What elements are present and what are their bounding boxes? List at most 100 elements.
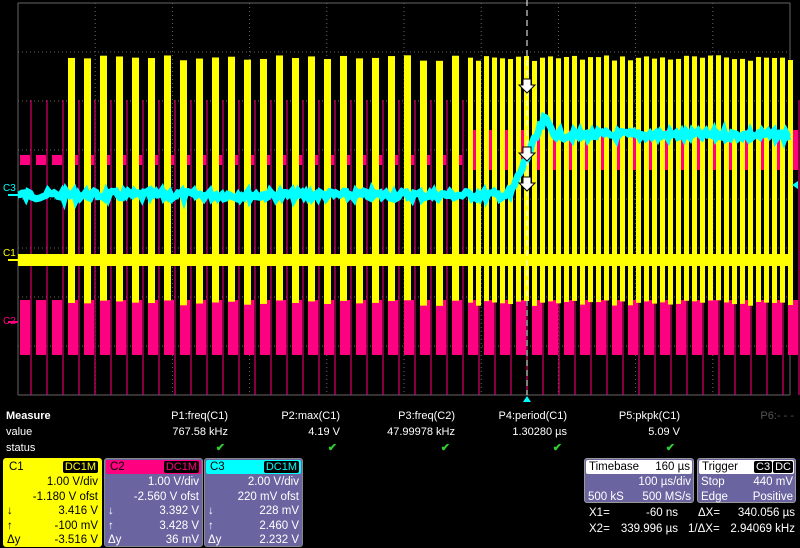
c1-pulse xyxy=(356,58,363,304)
c1-pulse xyxy=(260,58,267,304)
c1-pulse xyxy=(132,57,139,303)
c3-trace xyxy=(17,111,792,211)
c1-pulse xyxy=(660,57,665,303)
inv-dx-label: 1/ΔX= xyxy=(688,523,720,535)
c1-pulse xyxy=(708,55,713,301)
c1-down: 3.416 V xyxy=(58,505,98,517)
trigger-level: 440 mV xyxy=(753,476,793,488)
c1-pulse xyxy=(492,57,497,303)
c1-pulse xyxy=(340,55,347,301)
c1-pulse xyxy=(732,59,737,305)
c3-vdiv: 2.00 V/div xyxy=(247,476,299,488)
x1-label: X1= xyxy=(589,507,610,519)
c3-channel-box[interactable]: C3 DC1M 2.00 V/div 220 mV ofst ↓ 228 mV ↑ 2… xyxy=(204,458,303,547)
cursor-arrow-icon xyxy=(517,176,537,192)
c2-segment xyxy=(100,300,110,355)
timebase-label: Timebase xyxy=(589,461,640,473)
c1-pulse xyxy=(748,60,753,306)
timebase-samples: 500 kS xyxy=(588,490,624,503)
trigger-coupling: DC xyxy=(773,461,793,473)
c1-pulse xyxy=(212,57,219,303)
p5-value: 5.09 V xyxy=(648,426,680,438)
c3-waveform xyxy=(17,111,792,211)
trigger-source: C3 xyxy=(754,461,773,473)
p1-value: 767.58 kHz xyxy=(172,426,228,438)
c1-pulse xyxy=(116,56,123,302)
c2-channel-box[interactable]: C2 DC1M 1.00 V/div -2.560 V ofst ↓ 3.392 V… xyxy=(104,458,203,547)
x2-value: 339.996 µs xyxy=(620,523,678,535)
p2-name[interactable]: P2:max(C1) xyxy=(281,410,340,422)
c2-up: 3.428 V xyxy=(159,519,199,532)
c2-segment xyxy=(36,155,46,165)
c1-trace xyxy=(18,55,793,306)
c1-pulse xyxy=(612,60,617,306)
timebase-box[interactable]: Timebase 160 µs 100 µs/div 500 kS 500 MS/s xyxy=(584,458,694,503)
c2-segment xyxy=(20,300,30,355)
c1-pulse xyxy=(500,58,505,304)
p6-name[interactable]: P6:- - - xyxy=(760,410,794,422)
c2-label: C2 xyxy=(3,316,16,327)
c2-segment xyxy=(148,300,158,355)
c1-dy: -3.516 V xyxy=(54,534,98,546)
c2-segment xyxy=(500,300,510,355)
c1-pulse xyxy=(588,57,593,303)
c1-pulse xyxy=(556,58,561,304)
c3-dy: 2.232 V xyxy=(259,534,299,546)
c1-channel-box[interactable]: C1 DC1M 1.00 V/div -1.180 V ofst ↓ 3.416 V… xyxy=(3,458,102,547)
c2-segment xyxy=(452,300,462,355)
c1-pulse xyxy=(308,56,315,302)
c1-pulse xyxy=(764,57,769,303)
c1-pulse xyxy=(148,58,155,304)
waveform-display[interactable]: C3 C1 C2 xyxy=(0,0,800,405)
c2-segment xyxy=(420,300,430,355)
c2-segment xyxy=(628,300,638,355)
c3-down: 228 mV xyxy=(259,505,299,517)
c2-segment xyxy=(212,300,222,355)
c1-pulse xyxy=(436,60,443,306)
c2-segment xyxy=(676,300,686,355)
p3-name[interactable]: P3:freq(C2) xyxy=(398,410,455,422)
c2-dy: 36 mV xyxy=(165,534,199,546)
x2-label: X2= xyxy=(589,523,610,535)
c2-segment xyxy=(708,300,718,355)
c1-pulse xyxy=(276,55,283,301)
c2-segment xyxy=(260,300,270,355)
markers xyxy=(8,0,798,402)
delta-y-label: Δy xyxy=(108,534,122,546)
c1-pulse xyxy=(572,55,577,301)
c1-pulse xyxy=(372,57,379,303)
c1-pulse xyxy=(628,60,633,306)
c2-segment xyxy=(516,300,526,355)
c1-pulse xyxy=(652,58,657,304)
trigger-label: Trigger xyxy=(702,461,738,473)
cursor-down-icon: ↓ xyxy=(208,505,214,517)
c1-pulse xyxy=(404,55,411,301)
c3-name: C3 xyxy=(210,461,225,473)
c1-pulse xyxy=(676,58,681,304)
c2-offset: -2.560 V ofst xyxy=(133,490,199,503)
c1-pulse xyxy=(244,59,251,305)
c1-pulse xyxy=(540,57,545,303)
delta-y-label: Δy xyxy=(208,534,222,546)
cursor-up-icon: ↑ xyxy=(7,519,13,532)
x1-value: -60 ns xyxy=(646,507,678,519)
c1-pulse xyxy=(68,57,75,303)
p5-name[interactable]: P5:pkpk(C1) xyxy=(618,410,680,422)
trigger-box[interactable]: Trigger C3 DC Stop 440 mV Edge Positive xyxy=(697,458,796,503)
c2-segment xyxy=(244,300,254,355)
c1-pulse xyxy=(772,57,777,303)
p4-name[interactable]: P4:period(C1) xyxy=(498,410,567,422)
c1-pulse xyxy=(756,56,761,302)
c2-vdiv: 1.00 V/div xyxy=(147,476,199,488)
c1-pulse xyxy=(580,59,585,305)
c1-pulse xyxy=(180,60,187,306)
c3-up: 2.460 V xyxy=(259,519,299,532)
dx-value: 340.056 µs xyxy=(737,507,795,519)
p1-name[interactable]: P1:freq(C1) xyxy=(171,410,228,422)
status-label: status xyxy=(6,442,36,454)
c2-segment xyxy=(388,300,398,355)
c1-pulse xyxy=(484,56,489,302)
c2-segment xyxy=(308,300,318,355)
inv-dx-value: 2.94069 kHz xyxy=(730,523,795,535)
c1-pulse xyxy=(420,60,427,306)
